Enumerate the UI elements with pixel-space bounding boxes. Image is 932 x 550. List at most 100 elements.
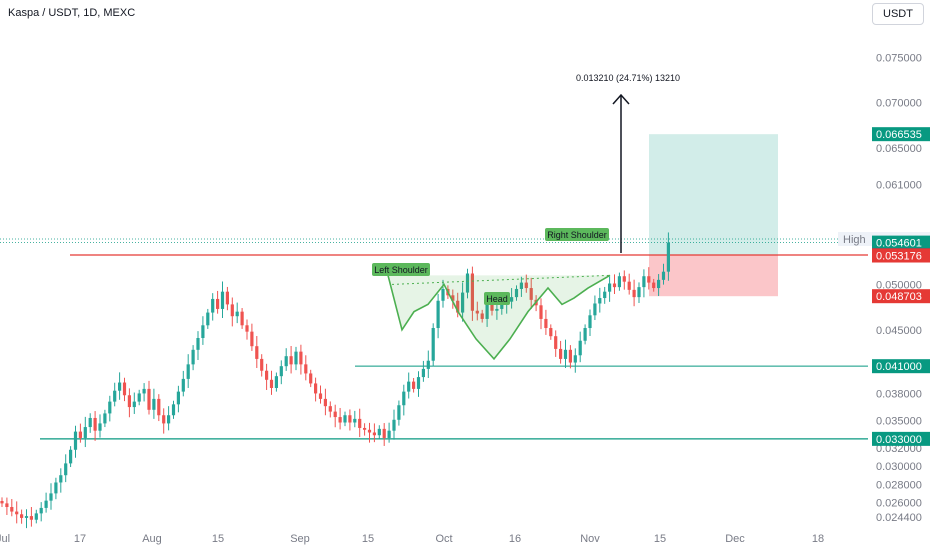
candle-body [34, 513, 38, 520]
price-badge-label: 0.048703 [876, 291, 922, 303]
candle-body [377, 428, 381, 436]
candle-body [235, 311, 239, 317]
candle-body [456, 300, 460, 313]
candle-body [103, 413, 107, 424]
candle-body [333, 411, 337, 418]
pattern-outline [387, 274, 611, 361]
y-tick-label: 0.070000 [876, 98, 922, 110]
y-tick-label: 0.032000 [876, 443, 922, 455]
y-tick-label: 0.045000 [876, 325, 922, 337]
price-badge-bg [872, 248, 930, 263]
price-badge-label: 0.066535 [876, 129, 922, 141]
time-axis: Jul 17 Aug 15 Sep 15 Oct 16 Nov 15 Dec 18 [0, 533, 824, 545]
x-tick-label: 18 [812, 533, 824, 545]
candle-body [0, 501, 4, 504]
candle-body [642, 276, 646, 288]
x-tick-label: 17 [74, 533, 86, 545]
candle-body [39, 507, 43, 514]
candle-body [495, 308, 499, 311]
y-tick-label: 0.050000 [876, 279, 922, 291]
y-tick-label: 0.024400 [876, 512, 922, 524]
candle-body [10, 507, 14, 512]
projection-layer: 0.013210 (24.71%) 13210 [576, 73, 680, 253]
candle-body [612, 283, 617, 288]
candle-body [260, 358, 264, 371]
candle-body [127, 395, 131, 408]
pattern-fill [388, 275, 610, 359]
candle-body [421, 368, 425, 378]
candle-body [113, 390, 117, 402]
candle-body [64, 463, 68, 476]
y-tick-label: 0.075000 [876, 52, 922, 64]
candle-body [470, 273, 474, 311]
candle-body [549, 328, 553, 337]
price-badges: 0.066535High0.0550000.05460114:01:290.05… [838, 127, 930, 446]
candle-body [157, 398, 161, 416]
candle-body [137, 393, 141, 402]
x-tick-label: Oct [435, 533, 452, 545]
badge-prefix-bg [838, 231, 872, 246]
candle-body [93, 417, 97, 431]
candle-body [559, 348, 563, 359]
candle-body [416, 377, 421, 389]
candles-layer [0, 232, 670, 529]
candle-body [588, 315, 592, 329]
candle-body [318, 393, 323, 399]
candle-body [338, 417, 342, 423]
candle-body [451, 295, 455, 301]
candle-body [186, 364, 190, 379]
candle-body [353, 418, 357, 423]
currency-button[interactable]: USDT [872, 3, 924, 25]
candle-body [392, 419, 396, 431]
candle-body [514, 288, 519, 298]
candle-body [529, 288, 533, 300]
candle-body [206, 312, 210, 326]
price-badge-bg [872, 289, 930, 304]
candle-body [343, 415, 347, 423]
stop-zone [649, 254, 778, 297]
candle-body [230, 304, 234, 317]
candle-body [216, 298, 220, 309]
x-tick-label: Nov [580, 533, 600, 545]
x-tick-label: Jul [0, 533, 10, 545]
price-badge-bg [872, 431, 930, 446]
projection-label: 0.013210 (24.71%) 13210 [576, 73, 680, 83]
x-tick-label: 15 [362, 533, 374, 545]
y-tick-label: 0.030000 [876, 461, 922, 473]
candle-body [59, 475, 63, 483]
candle-body [250, 331, 254, 347]
candle-body [652, 282, 656, 289]
candle-body [309, 373, 313, 384]
candle-body [44, 500, 48, 508]
candle-body [637, 287, 641, 298]
candle-body [475, 310, 479, 314]
neckline [391, 274, 611, 285]
candle-body [554, 336, 558, 349]
candle-body [289, 356, 293, 365]
candle-body [279, 366, 283, 377]
candle-body [265, 370, 269, 380]
candle-body [299, 351, 303, 365]
candle-body [568, 349, 572, 363]
x-tick-label: 15 [212, 533, 224, 545]
candle-body [255, 346, 259, 359]
price-badge-bg [872, 127, 930, 142]
candle-body [573, 355, 577, 363]
candle-body [563, 349, 568, 359]
candle-body [367, 429, 372, 433]
candle-body [328, 406, 332, 412]
candle-body [314, 383, 318, 394]
projection-zones [649, 134, 778, 297]
candle-body [382, 428, 386, 438]
candle-body [294, 351, 298, 365]
candle-body [176, 391, 180, 405]
candle-body [372, 432, 376, 436]
candle-body [578, 340, 582, 356]
candle-body [426, 360, 430, 369]
candle-body [49, 493, 53, 501]
candle-body [608, 283, 612, 292]
candle-body [88, 417, 92, 428]
candle-body [627, 281, 631, 290]
price-badge-bg [872, 359, 930, 374]
